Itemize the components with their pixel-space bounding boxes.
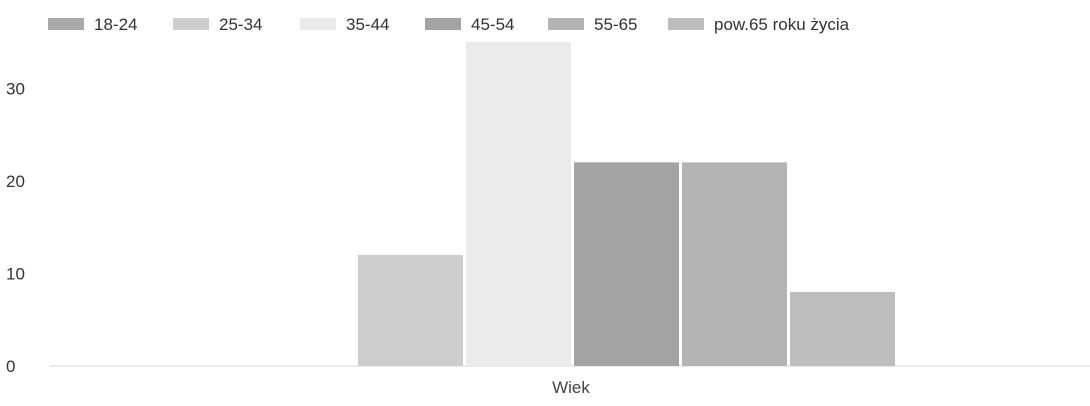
legend-swatch-4 [425,18,461,30]
bars [358,42,895,366]
bar-35-44 [466,42,571,366]
bar-55-65 [682,162,787,366]
bar-pow-65-roku-ycia [790,291,895,366]
y-tick-label: 10 [6,264,25,283]
legend-swatch-2 [173,18,209,30]
legend-swatch-1 [48,18,84,30]
legend-label-1: 18-24 [94,15,137,34]
legend-label-5: 55-65 [594,15,637,34]
legend-label-3: 35-44 [346,15,389,34]
legend-swatch-6 [668,18,704,30]
y-axis: 0 10 20 30 [6,79,25,376]
legend: 18-24 25-34 35-44 45-54 55-65 pow.65 roku życ… [48,15,850,34]
x-axis-label: Wiek [552,378,590,397]
bar-45-54 [574,162,679,366]
legend-swatch-3 [300,18,336,30]
legend-label-6: pow.65 roku życia [714,15,850,34]
legend-swatch-5 [548,18,584,30]
y-tick-label: 20 [6,172,25,191]
bar-25-34 [358,254,463,366]
y-tick-label: 0 [6,357,15,376]
legend-label-2: 25-34 [219,15,262,34]
y-tick-label: 30 [6,79,25,98]
legend-label-4: 45-54 [471,15,514,34]
